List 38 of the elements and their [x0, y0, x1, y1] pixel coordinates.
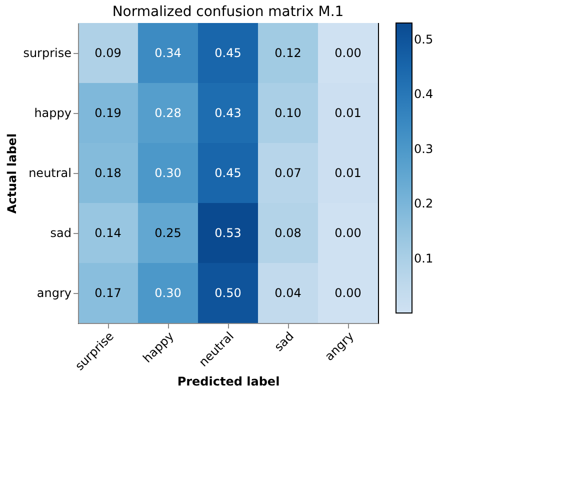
data-label: 0.53: [214, 226, 242, 240]
data-label: 0.14: [94, 226, 122, 240]
data-label: 0.10: [274, 106, 302, 120]
y-axis-title: Actual label: [5, 133, 20, 214]
color-bar-label: 0.1: [414, 251, 434, 266]
color-bar-label: 0.4: [414, 87, 434, 102]
color-bar-label: 0.3: [414, 142, 434, 156]
data-label: 0.09: [94, 46, 122, 60]
data-label: 0.18: [94, 166, 122, 180]
x-axis-title: Predicted label: [177, 374, 280, 388]
color-bar-label: 0.2: [414, 196, 434, 211]
data-label: 0.19: [94, 106, 122, 120]
y-tick-label: surprise: [23, 46, 72, 60]
data-label: 0.45: [214, 166, 242, 180]
y-tick-label: happy: [34, 106, 72, 120]
data-label: 0.30: [154, 166, 182, 180]
data-label: 0.01: [334, 166, 362, 180]
data-label: 0.12: [274, 46, 302, 60]
y-tick-label: neutral: [28, 166, 72, 180]
y-tick-label: angry: [36, 286, 72, 300]
data-label: 0.17: [94, 286, 122, 300]
data-label: 0.45: [214, 46, 242, 60]
data-label: 0.08: [274, 226, 302, 240]
data-label: 0.04: [274, 286, 302, 300]
data-label: 0.00: [334, 226, 362, 240]
data-label: 0.50: [214, 286, 242, 300]
color-bar-label: 0.5: [414, 32, 434, 46]
data-label: 0.28: [154, 106, 182, 120]
data-label: 0.00: [334, 46, 362, 60]
data-label: 0.25: [154, 226, 182, 240]
data-label: 0.30: [154, 286, 182, 300]
data-label: 0.34: [154, 46, 182, 60]
data-label: 0.43: [214, 106, 242, 120]
chart-title: Normalized confusion matrix M.1: [112, 4, 344, 20]
y-tick-label: sad: [50, 226, 72, 240]
data-label: 0.00: [334, 286, 362, 300]
data-label: 0.07: [274, 166, 302, 180]
data-label: 0.01: [334, 106, 362, 120]
